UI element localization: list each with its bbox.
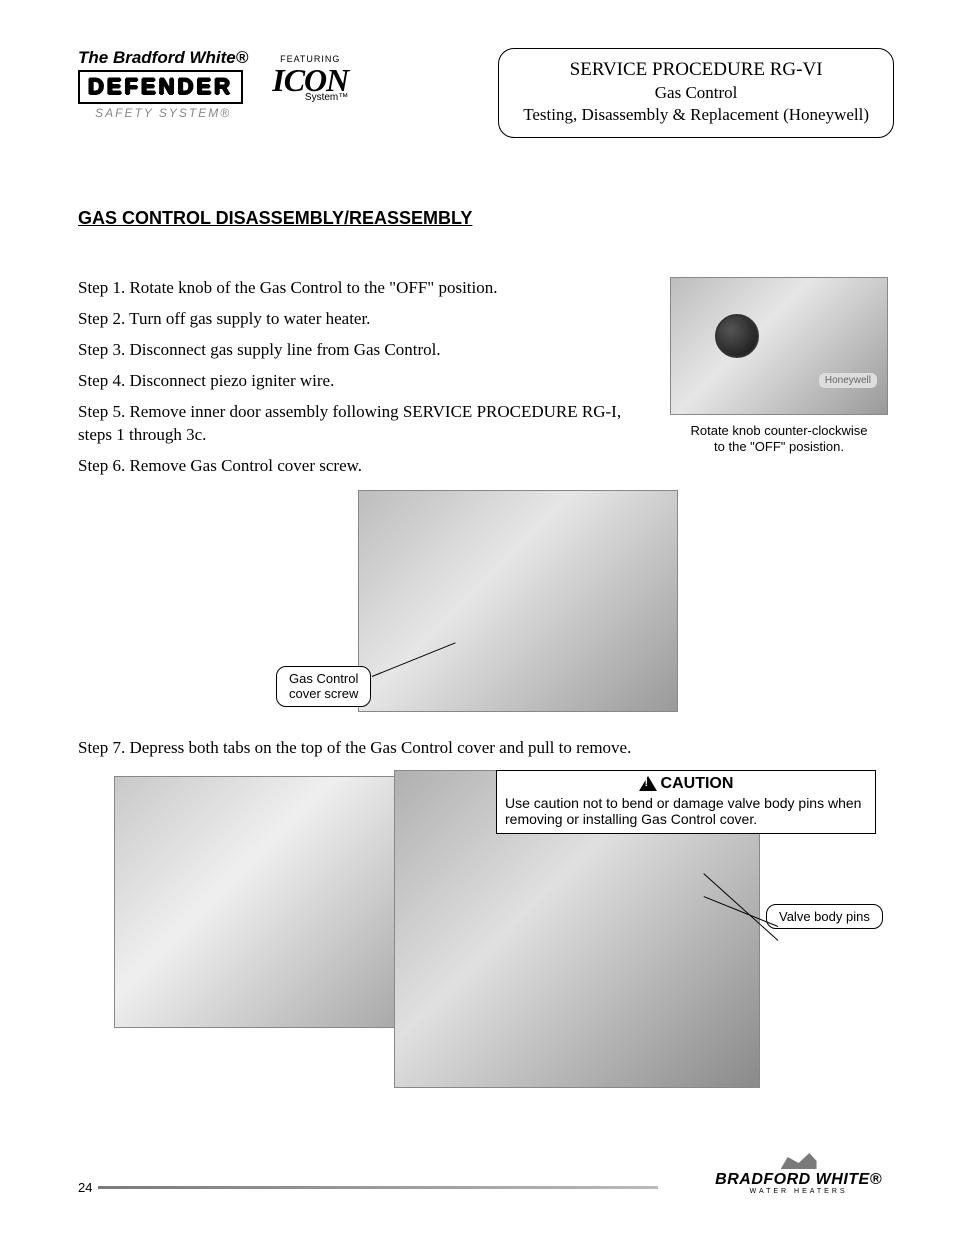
step-7: Step 7. Depress both tabs on the top of … xyxy=(78,738,894,758)
callout-cover-screw-l2: cover screw xyxy=(289,686,358,701)
figure-1-column: Honeywell Rotate knob counter-clockwise … xyxy=(664,277,894,456)
bradford-white-footer-logo: BRADFORD WHITE® WATER HEATERS xyxy=(715,1149,882,1195)
service-title: SERVICE PROCEDURE RG-VI xyxy=(523,59,869,81)
bw-tagline: WATER HEATERS xyxy=(750,1188,848,1195)
fig1-caption-line1: Rotate knob counter-clockwise xyxy=(690,423,867,438)
caution-header: CAUTION xyxy=(505,775,867,793)
step-1: Step 1. Rotate knob of the Gas Control t… xyxy=(78,277,640,300)
step-3: Step 3. Disconnect gas supply line from … xyxy=(78,339,640,362)
page-number: 24 xyxy=(78,1180,92,1195)
caution-text: Use caution not to bend or damage valve … xyxy=(505,795,867,827)
figure-remove-cover xyxy=(114,776,414,1028)
service-procedure-box: SERVICE PROCEDURE RG-VI Gas Control Test… xyxy=(498,48,894,138)
safety-system-tag: SAFETY SYSTEM® xyxy=(78,106,248,120)
page-header: The Bradford White® DEFENDER SAFETY SYST… xyxy=(78,48,894,138)
figure-1-caption: Rotate knob counter-clockwise to the "OF… xyxy=(690,423,867,456)
figure-2-wrap: Gas Control cover screw xyxy=(78,490,894,720)
steps-and-figure-row: Step 1. Rotate knob of the Gas Control t… xyxy=(78,277,894,486)
honeywell-badge: Honeywell xyxy=(819,373,877,388)
service-subtitle-1: Gas Control xyxy=(523,83,869,103)
callout-cover-screw-l1: Gas Control xyxy=(289,671,358,686)
step-2: Step 2. Turn off gas supply to water hea… xyxy=(78,308,640,331)
icon-system-logo-block: FEATURING ICON System™ xyxy=(272,54,348,103)
caution-label: CAUTION xyxy=(661,775,734,793)
page-number-wrap: 24 xyxy=(78,1180,658,1195)
step-5: Step 5. Remove inner door assembly follo… xyxy=(78,401,640,447)
bw-name: BRADFORD WHITE® xyxy=(715,1171,882,1189)
figure-cover-screw xyxy=(358,490,678,712)
figure-knob-off: Honeywell xyxy=(670,277,888,415)
page-footer: 24 BRADFORD WHITE® WATER HEATERS xyxy=(78,1149,882,1195)
callout-valve-pins: Valve body pins xyxy=(766,904,883,930)
section-heading: GAS CONTROL DISASSEMBLY/REASSEMBLY xyxy=(78,208,894,229)
step-6: Step 6. Remove Gas Control cover screw. xyxy=(78,455,640,478)
icon-system-sub: System™ xyxy=(305,92,348,103)
caution-box: CAUTION Use caution not to bend or damag… xyxy=(496,770,876,835)
bw-swirl-icon xyxy=(781,1149,817,1169)
callout-cover-screw: Gas Control cover screw xyxy=(276,666,371,707)
steps-column: Step 1. Rotate knob of the Gas Control t… xyxy=(78,277,640,486)
service-subtitle-2: Testing, Disassembly & Replacement (Hone… xyxy=(523,105,869,125)
knob-icon xyxy=(715,314,759,358)
figure-row-3: CAUTION Use caution not to bend or damag… xyxy=(78,770,894,1100)
warning-triangle-icon xyxy=(639,776,657,791)
footer-rule xyxy=(98,1186,658,1189)
brand-line: The Bradford White® xyxy=(78,48,248,68)
fig1-caption-line2: to the "OFF" posistion. xyxy=(714,439,844,454)
defender-wordmark: DEFENDER xyxy=(78,70,243,104)
defender-logo-block: The Bradford White® DEFENDER SAFETY SYST… xyxy=(78,48,248,120)
step-4: Step 4. Disconnect piezo igniter wire. xyxy=(78,370,640,393)
